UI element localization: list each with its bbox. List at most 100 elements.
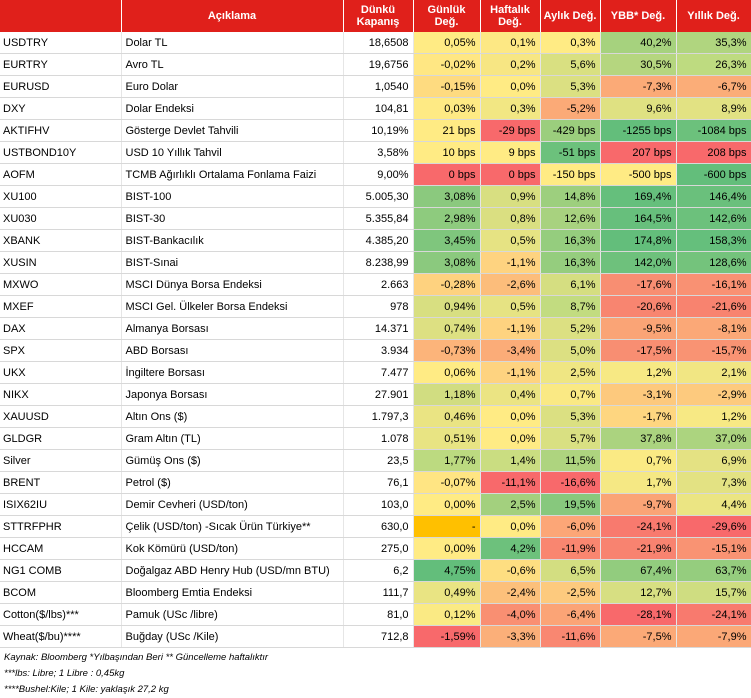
- cell-daily: 1,18%: [413, 383, 481, 406]
- table-row: USDTRY Dolar TL 18,6508 0,05% 0,1% 0,3% 40,2% 3…: [0, 32, 751, 54]
- cell-code: STTRFPHR: [0, 515, 122, 538]
- cell-daily: 0,46%: [413, 405, 481, 428]
- cell-code: BRENT: [0, 471, 122, 494]
- cell-yearly: -6,7%: [676, 75, 751, 98]
- cell-monthly: 16,3%: [540, 229, 601, 252]
- cell-ytd: 40,2%: [600, 32, 677, 54]
- cell-daily: 0,06%: [413, 361, 481, 384]
- cell-daily: -0,02%: [413, 53, 481, 76]
- cell-code: BCOM: [0, 581, 122, 604]
- cell-close: 23,5: [343, 449, 414, 472]
- header-yearly: Yıllık Değ.: [676, 0, 751, 32]
- table-row: Cotton($/lbs)*** Pamuk (USc /libre) 81,0 0,…: [0, 603, 751, 626]
- cell-monthly: -11,6%: [540, 625, 601, 648]
- table-row: EURUSD Euro Dolar 1,0540 -0,15% 0,0% 5,3% -7,3…: [0, 75, 751, 98]
- cell-description: Kok Kömürü (USD/ton): [121, 537, 344, 560]
- cell-daily: 3,45%: [413, 229, 481, 252]
- cell-description: İngiltere Borsası: [121, 361, 344, 384]
- cell-ytd: 169,4%: [600, 185, 677, 208]
- cell-daily: 0,12%: [413, 603, 481, 626]
- cell-code: AKTIFHV: [0, 119, 122, 142]
- cell-close: 1.797,3: [343, 405, 414, 428]
- cell-daily: 0,05%: [413, 32, 481, 54]
- cell-weekly: 0,1%: [480, 32, 541, 54]
- cell-code: MXWO: [0, 273, 122, 296]
- cell-ytd: 67,4%: [600, 559, 677, 582]
- cell-weekly: 0,0%: [480, 405, 541, 428]
- footnotes: Kaynak: Bloomberg *Yılbaşından Beri ** G…: [0, 650, 751, 698]
- cell-daily: 4,75%: [413, 559, 481, 582]
- cell-code: DXY: [0, 97, 122, 120]
- cell-code: XU100: [0, 185, 122, 208]
- cell-weekly: -29 bps: [480, 119, 541, 142]
- cell-description: Altın Ons ($): [121, 405, 344, 428]
- cell-weekly: -2,6%: [480, 273, 541, 296]
- cell-code: NIKX: [0, 383, 122, 406]
- cell-description: ABD Borsası: [121, 339, 344, 362]
- cell-code: GLDGR: [0, 427, 122, 450]
- cell-monthly: 5,7%: [540, 427, 601, 450]
- cell-daily: 0,51%: [413, 427, 481, 450]
- market-table: Açıklama Dünkü Kapanış Günlük Değ. Hafta…: [0, 0, 751, 648]
- cell-yearly: 37,0%: [676, 427, 751, 450]
- cell-daily: 1,77%: [413, 449, 481, 472]
- cell-monthly: 5,6%: [540, 53, 601, 76]
- cell-monthly: 5,2%: [540, 317, 601, 340]
- cell-yearly: -29,6%: [676, 515, 751, 538]
- cell-weekly: 0,4%: [480, 383, 541, 406]
- cell-yearly: -24,1%: [676, 603, 751, 626]
- cell-close: 3,58%: [343, 141, 414, 164]
- cell-close: 19,6756: [343, 53, 414, 76]
- cell-description: Gümüş Ons ($): [121, 449, 344, 472]
- cell-monthly: 16,3%: [540, 251, 601, 274]
- cell-code: MXEF: [0, 295, 122, 318]
- table-row: BCOM Bloomberg Emtia Endeksi 111,7 0,49% -2,…: [0, 581, 751, 604]
- cell-daily: 3,08%: [413, 185, 481, 208]
- cell-monthly: -429 bps: [540, 119, 601, 142]
- cell-ytd: 164,5%: [600, 207, 677, 230]
- table-row: STTRFPHR Çelik (USD/ton) -Sıcak Ürün Türk…: [0, 515, 751, 538]
- cell-monthly: 0,3%: [540, 32, 601, 54]
- table-row: MXWO MSCI Dünya Borsa Endeksi 2.663 -0,28% -…: [0, 273, 751, 296]
- cell-yearly: 26,3%: [676, 53, 751, 76]
- cell-yearly: 15,7%: [676, 581, 751, 604]
- cell-weekly: 0,5%: [480, 295, 541, 318]
- cell-weekly: -1,1%: [480, 251, 541, 274]
- cell-description: Dolar TL: [121, 32, 344, 54]
- cell-weekly: -11,1%: [480, 471, 541, 494]
- cell-close: 4.385,20: [343, 229, 414, 252]
- cell-yearly: 128,6%: [676, 251, 751, 274]
- table-row: Silver Gümüş Ons ($) 23,5 1,77% 1,4% 11,5% 0,7…: [0, 449, 751, 472]
- cell-description: Avro TL: [121, 53, 344, 76]
- cell-code: EURUSD: [0, 75, 122, 98]
- cell-ytd: -9,5%: [600, 317, 677, 340]
- table-row: XU030 BIST-30 5.355,84 2,98% 0,8% 12,6% 164,5%…: [0, 207, 751, 230]
- cell-ytd: -21,9%: [600, 537, 677, 560]
- cell-yearly: 8,9%: [676, 97, 751, 120]
- cell-weekly: 0,0%: [480, 427, 541, 450]
- cell-yearly: 35,3%: [676, 32, 751, 54]
- cell-description: Bloomberg Emtia Endeksi: [121, 581, 344, 604]
- cell-code: Silver: [0, 449, 122, 472]
- cell-code: SPX: [0, 339, 122, 362]
- cell-close: 1.078: [343, 427, 414, 450]
- cell-yearly: 1,2%: [676, 405, 751, 428]
- cell-ytd: -20,6%: [600, 295, 677, 318]
- cell-monthly: 6,1%: [540, 273, 601, 296]
- table-row: USTBOND10Y USD 10 Yıllık Tahvil 3,58% 10 bp…: [0, 141, 751, 164]
- cell-ytd: -500 bps: [600, 163, 677, 186]
- cell-close: 18,6508: [343, 32, 414, 54]
- cell-ytd: -3,1%: [600, 383, 677, 406]
- cell-code: NG1 COMB: [0, 559, 122, 582]
- cell-weekly: 2,5%: [480, 493, 541, 516]
- cell-description: Pamuk (USc /libre): [121, 603, 344, 626]
- table-row: UKX İngiltere Borsası 7.477 0,06% -1,1% 2,5% 1…: [0, 361, 751, 384]
- cell-close: 275,0: [343, 537, 414, 560]
- table-row: XBANK BIST-Bankacılık 4.385,20 3,45% 0,5% 16,…: [0, 229, 751, 252]
- cell-yearly: 4,4%: [676, 493, 751, 516]
- cell-monthly: 5,3%: [540, 75, 601, 98]
- table-row: AOFM TCMB Ağırlıklı Ortalama Fonlama Faiz…: [0, 163, 751, 186]
- cell-weekly: -1,1%: [480, 317, 541, 340]
- cell-code: USDTRY: [0, 32, 122, 54]
- cell-description: USD 10 Yıllık Tahvil: [121, 141, 344, 164]
